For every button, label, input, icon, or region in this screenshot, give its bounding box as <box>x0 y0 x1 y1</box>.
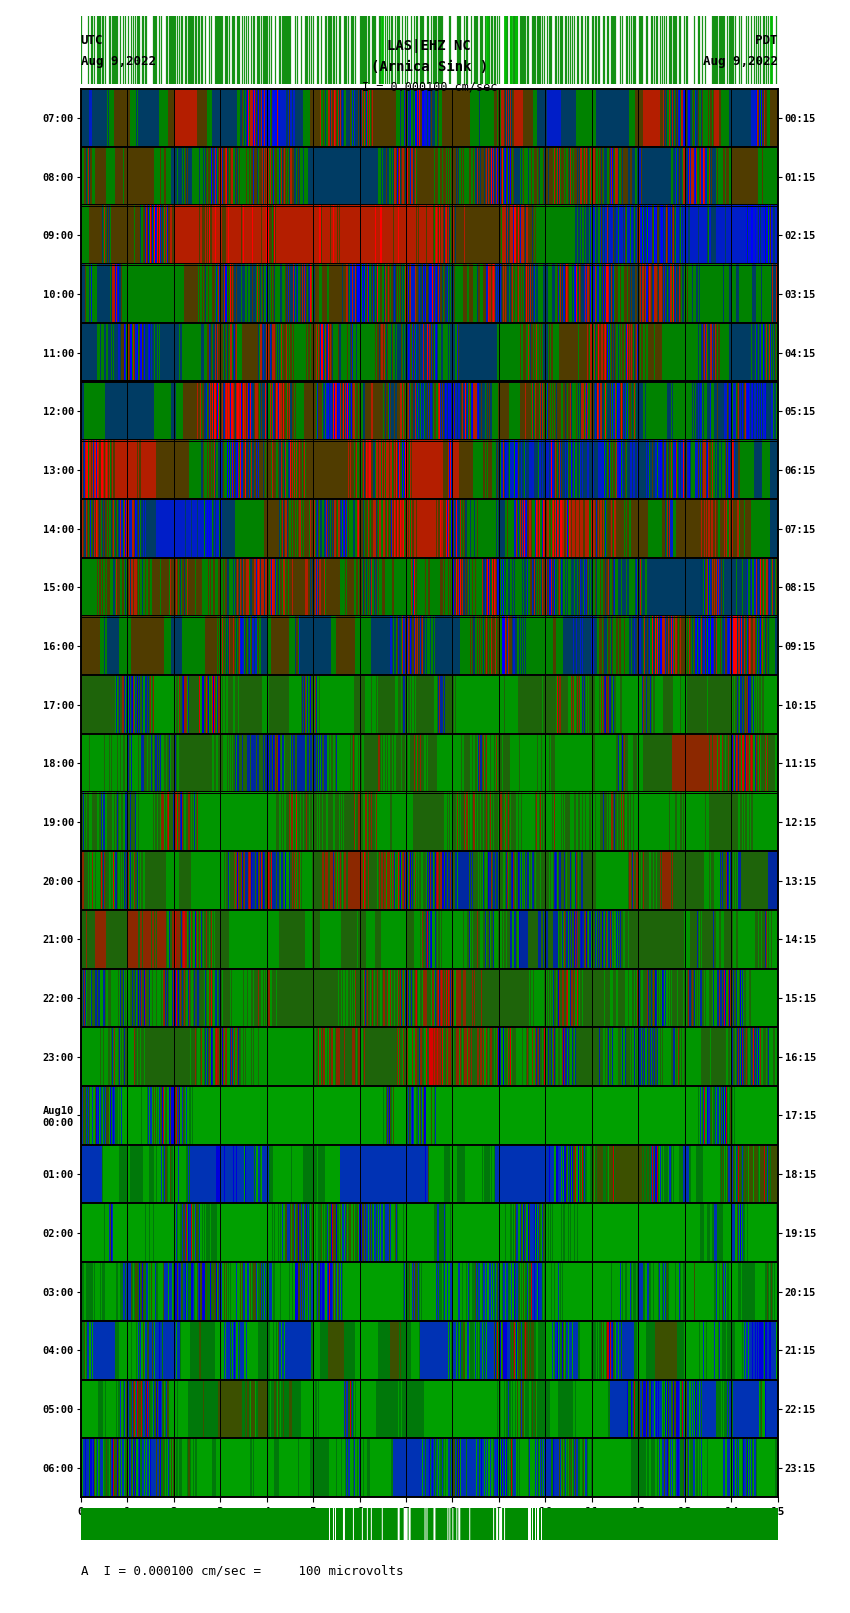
Text: I = 0.000100 cm/sec: I = 0.000100 cm/sec <box>361 81 497 94</box>
Text: A  I = 0.000100 cm/sec =     100 microvolts: A I = 0.000100 cm/sec = 100 microvolts <box>81 1565 403 1578</box>
Text: PDT: PDT <box>756 34 778 47</box>
Text: LAS|EHZ NC: LAS|EHZ NC <box>388 39 471 53</box>
Text: UTC: UTC <box>81 34 103 47</box>
Text: Aug 9,2022: Aug 9,2022 <box>703 55 778 68</box>
Text: Aug 9,2022: Aug 9,2022 <box>81 55 156 68</box>
Text: (Arnica Sink ): (Arnica Sink ) <box>371 60 488 74</box>
X-axis label: TIME (MINUTES): TIME (MINUTES) <box>377 1521 482 1534</box>
